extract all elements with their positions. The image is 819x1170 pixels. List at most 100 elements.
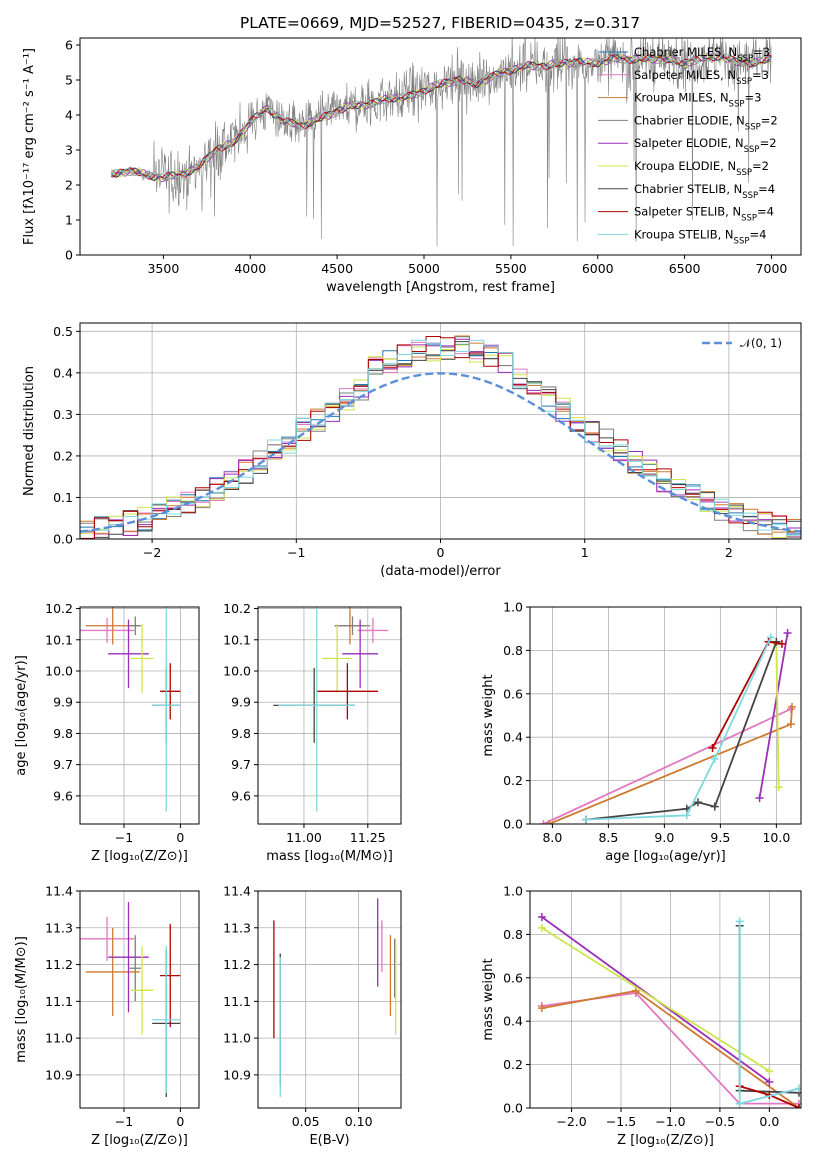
mass_vs_EBV-plot-area bbox=[273, 898, 397, 1097]
y-tick-label: 3 bbox=[65, 143, 73, 158]
spectrum-legend: Chabrier MILES, NSSP=3 Salpeter MILES, NS… bbox=[598, 45, 778, 246]
y-tick-label: 0.1 bbox=[53, 490, 73, 505]
y-tick-label: 10.0 bbox=[223, 664, 251, 679]
y-tick-label: 9.8 bbox=[231, 726, 251, 741]
x-tick-label: 9.0 bbox=[654, 830, 674, 845]
y-tick-label: 9.7 bbox=[53, 757, 73, 772]
y-tick-label: 11.0 bbox=[223, 1031, 251, 1046]
y-tick-label: 10.0 bbox=[45, 664, 73, 679]
weight-marker bbox=[708, 744, 717, 753]
age_vs_mass-xlabel: mass [log₁₀(M/M⊙)] bbox=[266, 849, 393, 864]
data-point bbox=[342, 619, 379, 689]
age_vs_mass-panel: 11.00 11.25 9.6 9.7 9.8 9.9 10.0 10.1 10.2 mass [… bbox=[223, 601, 402, 864]
spectrum-ylabel: Flux [fλ10⁻¹⁷ erg cm⁻² s⁻¹ A⁻¹] bbox=[22, 48, 37, 245]
y-tick-label: 9.8 bbox=[53, 726, 73, 741]
x-tick-label: 0.0 bbox=[759, 1114, 779, 1129]
weight-marker bbox=[581, 815, 590, 824]
weight_vs_age-frame bbox=[529, 606, 802, 825]
residuals-plot-area bbox=[80, 335, 801, 539]
y-tick-label: 1.0 bbox=[503, 884, 523, 899]
y-tick-label: 11.1 bbox=[45, 994, 73, 1009]
weight_vs_Z-panel: −2.0 −1.5 −1.0 −0.5 0.0 0.0 0.2 0.4 0.6 0.8 1.0 Z [… bbox=[481, 884, 802, 1148]
y-tick-label: 0.4 bbox=[503, 1014, 523, 1029]
weight-marker bbox=[795, 1104, 801, 1108]
data-point bbox=[152, 946, 181, 1094]
mass_vs_Z-xlabel: Z [log₁₀(Z/Z⊙)] bbox=[91, 1133, 188, 1148]
residuals-legend: 𝒩(0, 1) bbox=[702, 336, 782, 350]
legend-entry: Chabrier STELIB, NSSP=4 bbox=[634, 182, 775, 201]
x-tick-label: 4500 bbox=[321, 261, 353, 276]
weight-series bbox=[775, 643, 780, 788]
mass_vs_EBV-xlabel: E(B-V) bbox=[309, 1133, 349, 1148]
x-tick-label: 10.0 bbox=[762, 830, 790, 845]
data-point bbox=[152, 607, 181, 812]
x-tick-label: 3500 bbox=[147, 261, 179, 276]
y-tick-label: 9.6 bbox=[53, 788, 73, 803]
weight-series bbox=[585, 637, 772, 821]
mass_vs_Z-frame bbox=[79, 890, 200, 1109]
data-point bbox=[108, 902, 149, 1013]
x-tick-label: 6000 bbox=[582, 261, 614, 276]
panels: 3500 4000 4500 5000 5500 6000 6500 7000 0 1 2 3 4 5 6 w… bbox=[14, 37, 802, 1148]
y-tick-label: 0.5 bbox=[53, 324, 73, 339]
x-tick-label: −2.0 bbox=[556, 1114, 586, 1129]
weight-marker bbox=[537, 913, 546, 922]
weight-marker bbox=[710, 754, 719, 763]
legend-entry: Chabrier MILES, NSSP=3 bbox=[634, 45, 770, 64]
figure-title: PLATE=0669, MJD=52527, FIBERID=0435, z=0… bbox=[240, 14, 640, 32]
x-tick-label: 11.25 bbox=[350, 830, 386, 845]
weight-marker bbox=[545, 820, 554, 824]
legend-entry: Kroupa ELODIE, NSSP=2 bbox=[634, 159, 769, 178]
y-tick-label: 2 bbox=[65, 178, 73, 193]
legend-entry: Salpeter ELODIE, NSSP=2 bbox=[634, 136, 777, 155]
weight_vs_age-plot-area bbox=[539, 629, 797, 824]
data-point bbox=[80, 617, 135, 643]
age_vs_Z-frame bbox=[79, 606, 200, 825]
y-tick-label: 11.3 bbox=[45, 920, 73, 935]
x-tick-label: −1 bbox=[287, 545, 305, 560]
weight_vs_Z-xlabel: Z [log₁₀(Z/Z⊙)] bbox=[617, 1133, 714, 1148]
data-point bbox=[321, 624, 353, 693]
histogram-series bbox=[80, 339, 801, 536]
y-tick-label: 10.2 bbox=[45, 601, 73, 616]
spectrum-panel: 3500 4000 4500 5000 5500 6000 6500 7000 0 1 2 3 4 5 6 w… bbox=[22, 37, 802, 295]
spectrum-plot-area bbox=[110, 38, 772, 247]
legend-entry: Salpeter STELIB, NSSP=4 bbox=[634, 205, 774, 224]
weight-marker bbox=[537, 1004, 546, 1013]
y-tick-label: 11.3 bbox=[223, 920, 251, 935]
y-tick-label: 10.9 bbox=[45, 1067, 73, 1082]
y-tick-label: 10.9 bbox=[223, 1067, 251, 1082]
y-tick-label: 0 bbox=[65, 248, 73, 263]
weight-marker bbox=[693, 798, 702, 807]
data-point bbox=[316, 663, 379, 720]
y-tick-label: 0.4 bbox=[503, 730, 523, 745]
weight-marker bbox=[755, 793, 764, 802]
x-tick-label: 7000 bbox=[756, 261, 788, 276]
age_vs_mass-plot-area bbox=[273, 607, 389, 812]
weight-series bbox=[541, 927, 770, 1072]
weight-marker bbox=[539, 820, 548, 824]
weight-series bbox=[585, 641, 778, 821]
mass_vs_Z-ylabel: mass [log₁₀(M/M⊙)] bbox=[14, 936, 29, 1063]
y-tick-label: 9.9 bbox=[53, 695, 73, 710]
y-tick-label: 10.1 bbox=[223, 632, 251, 647]
x-tick-label: 0 bbox=[176, 1114, 184, 1129]
y-tick-label: 11.0 bbox=[45, 1031, 73, 1046]
y-tick-label: 0.0 bbox=[53, 532, 73, 547]
model-spectrum bbox=[111, 53, 772, 180]
y-tick-label: 11.4 bbox=[45, 884, 73, 899]
y-tick-label: 11.1 bbox=[223, 994, 251, 1009]
weight-marker bbox=[777, 639, 786, 648]
y-tick-label: 0.3 bbox=[53, 407, 73, 422]
y-tick-label: 11.2 bbox=[223, 957, 251, 972]
x-tick-label: −2 bbox=[143, 545, 161, 560]
y-tick-label: 0.8 bbox=[503, 927, 523, 942]
x-tick-label: 6500 bbox=[669, 261, 701, 276]
x-tick-label: 0.10 bbox=[345, 1114, 373, 1129]
data-point bbox=[160, 663, 181, 720]
y-tick-label: 9.6 bbox=[231, 788, 251, 803]
legend-entry: Kroupa MILES, NSSP=3 bbox=[634, 91, 761, 110]
weight-marker bbox=[765, 1077, 774, 1086]
x-tick-label: 11.00 bbox=[286, 830, 322, 845]
